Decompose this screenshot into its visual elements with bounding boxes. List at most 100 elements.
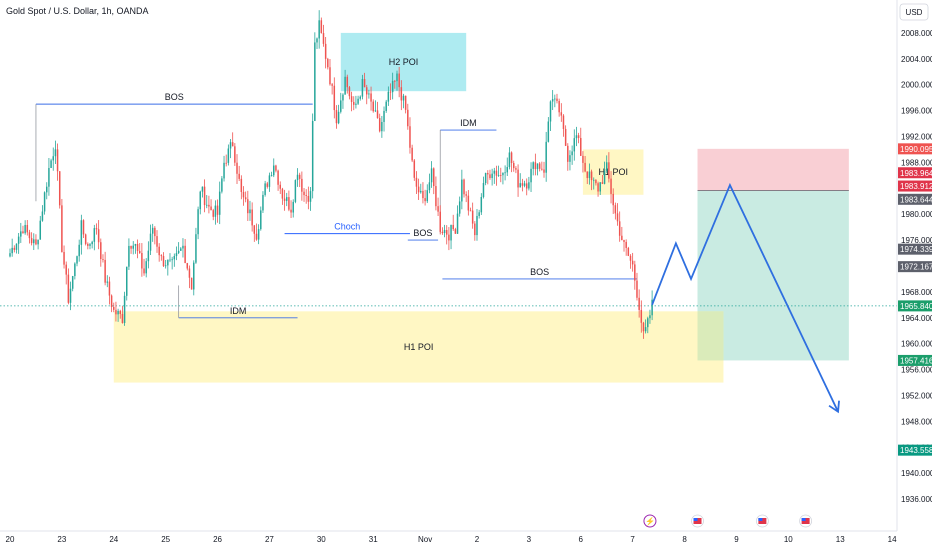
candle-body — [71, 276, 74, 289]
price-badge-label: 1983.964 — [900, 169, 932, 178]
candle-body — [134, 243, 137, 246]
poi-box-2[interactable] — [113, 311, 724, 383]
candle-body — [298, 174, 301, 179]
x-tick-label: 3 — [527, 535, 532, 544]
candle-body — [605, 162, 608, 171]
candle-body — [346, 76, 349, 88]
candle-body — [504, 172, 506, 174]
candle-body — [480, 196, 483, 213]
candle-body — [279, 184, 281, 189]
poi-box-1[interactable] — [582, 149, 644, 195]
candle-body — [512, 163, 515, 169]
x-tick-label: 14 — [888, 535, 897, 544]
candle-body — [368, 93, 370, 95]
chart-title: Gold Spot / U.S. Dollar, 1h, OANDA — [6, 6, 149, 16]
candle-body — [383, 110, 385, 122]
candle-body — [197, 209, 199, 235]
y-tick-label: 1940.000 — [901, 469, 932, 478]
candle-body — [327, 58, 329, 68]
projection-path[interactable] — [651, 182, 839, 413]
candle-body — [344, 76, 346, 95]
candle-body — [125, 266, 128, 296]
candle-body — [489, 174, 491, 179]
candle-body — [495, 170, 498, 176]
candle-body — [195, 234, 197, 263]
candle-body — [22, 231, 24, 234]
candle-body — [93, 228, 96, 242]
flag-canton — [693, 518, 698, 521]
candle-body — [532, 162, 534, 169]
candle-body — [301, 178, 303, 192]
candle-body — [398, 73, 400, 88]
candle-body — [374, 110, 377, 112]
candle-body — [569, 155, 571, 162]
candle-body — [523, 183, 526, 186]
candle-body — [577, 135, 580, 138]
candle-body — [316, 38, 318, 43]
candle-body — [253, 225, 256, 234]
candle-body — [387, 91, 390, 102]
price-badge-label: 1983.912 — [900, 182, 932, 191]
candle-body — [385, 101, 387, 111]
x-tick-label: 27 — [265, 535, 274, 544]
candle-body — [48, 168, 50, 187]
candle-body — [644, 327, 647, 332]
candle-body — [28, 232, 31, 239]
candle-body — [305, 195, 307, 196]
candle-body — [41, 211, 44, 221]
candle-body — [113, 306, 115, 310]
candle-body — [415, 177, 418, 187]
candle-body — [208, 204, 210, 207]
overlap-zone-lower — [697, 311, 724, 361]
candle-body — [476, 215, 478, 236]
candle-body — [506, 167, 509, 173]
candle-body — [240, 178, 243, 192]
candle-body — [84, 234, 87, 244]
flash-event-icon[interactable] — [643, 514, 657, 528]
price-axis[interactable] — [897, 0, 932, 550]
candle-body — [227, 148, 230, 163]
candle-body — [218, 191, 221, 215]
candle-body — [311, 121, 314, 192]
candle-body — [262, 194, 264, 211]
candle-body — [534, 162, 537, 170]
candle-body — [422, 190, 424, 199]
candle-body — [612, 193, 614, 206]
candle-body — [303, 191, 305, 196]
candle-body — [636, 280, 638, 298]
candle-body — [54, 149, 57, 157]
candle-body — [292, 201, 294, 213]
candle-body — [430, 168, 433, 183]
candle-body — [285, 197, 288, 201]
candle-body — [221, 178, 223, 192]
candle-body — [448, 234, 450, 241]
candle-body — [610, 178, 612, 194]
candle-body — [411, 147, 413, 161]
candle-body — [394, 80, 396, 82]
candle-body — [519, 183, 521, 188]
candle-body — [244, 197, 247, 200]
candle-body — [216, 205, 219, 215]
candle-body — [342, 94, 344, 101]
stop-loss-zone[interactable] — [697, 148, 849, 191]
candle-body — [586, 171, 589, 179]
price-badge — [898, 243, 932, 255]
candle-body — [177, 250, 180, 254]
candle-body — [618, 221, 621, 236]
candle-body — [182, 245, 184, 249]
y-tick-label: 1960.000 — [901, 340, 932, 349]
candle-body — [65, 264, 67, 275]
candle-body — [35, 239, 37, 245]
price-badge — [898, 444, 932, 456]
candle-body — [435, 186, 437, 207]
price-badge — [898, 167, 932, 179]
candle-body — [556, 98, 558, 101]
candle-body — [508, 152, 511, 168]
level-label-5: IDM — [230, 306, 247, 316]
currency-button[interactable] — [899, 3, 929, 21]
candle-body — [277, 170, 279, 185]
candle-body — [582, 155, 584, 163]
candle-body — [37, 239, 39, 245]
